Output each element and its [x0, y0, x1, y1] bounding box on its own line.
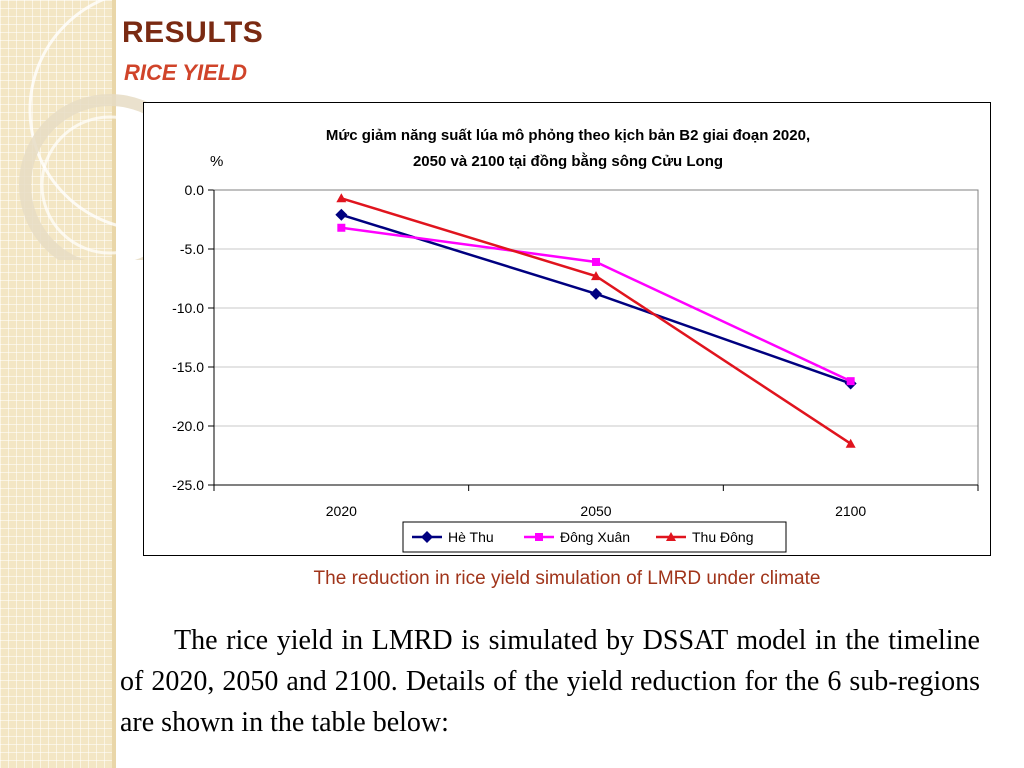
legend-label: Thu Đông	[692, 529, 753, 545]
side-decoration-strip	[0, 0, 112, 768]
chart-title-line: 2050 và 2100 tại đồng bằng sông Cửu Long	[413, 152, 723, 170]
series-2-point	[336, 193, 347, 203]
page-title: RESULTS	[122, 16, 264, 49]
legend-swatch-point	[535, 533, 543, 541]
page-subtitle: RICE YIELD	[124, 60, 248, 85]
chart-container: Mức giảm năng suất lúa mô phỏng theo kịc…	[143, 102, 991, 556]
series-2-point	[845, 438, 856, 448]
line-chart: Mức giảm năng suất lúa mô phỏng theo kịc…	[172, 127, 979, 553]
series-1-line	[341, 226, 852, 383]
legend-swatch-point	[421, 531, 433, 543]
legend-swatch-point	[666, 532, 676, 541]
y-tick-label: -25.0	[172, 477, 204, 493]
chart-title-line: Mức giảm năng suất lúa mô phỏng theo kịc…	[326, 127, 810, 144]
series-2-point	[591, 271, 601, 281]
legend-box	[402, 521, 787, 553]
legend-label: Đông Xuân	[560, 529, 630, 545]
series-2-line	[340, 197, 852, 445]
body-paragraph: The rice yield in LMRD is simulated by D…	[120, 625, 980, 738]
y-tick-label: -15.0	[172, 359, 204, 375]
x-tick-label: 2100	[835, 503, 866, 519]
series-1-point	[592, 257, 600, 266]
series-0-point	[590, 287, 602, 300]
chart-caption: The reduction in rice yield simulation o…	[313, 568, 821, 589]
y-tick-label: -10.0	[172, 300, 204, 316]
plot-area-border	[213, 189, 979, 486]
y-tick-label: 0.0	[185, 182, 205, 198]
side-decoration-edge	[112, 0, 116, 768]
y-tick-label: -20.0	[172, 418, 204, 434]
series-1-point	[337, 223, 346, 232]
series-0-point	[335, 208, 348, 221]
x-tick-label: 2020	[326, 503, 357, 519]
x-tick-label: 2050	[580, 503, 611, 519]
series-1-point	[846, 377, 855, 386]
legend-label: Hè Thu	[448, 529, 494, 545]
y-tick-label: -5.0	[180, 241, 204, 257]
y-axis-label: %	[210, 153, 223, 170]
